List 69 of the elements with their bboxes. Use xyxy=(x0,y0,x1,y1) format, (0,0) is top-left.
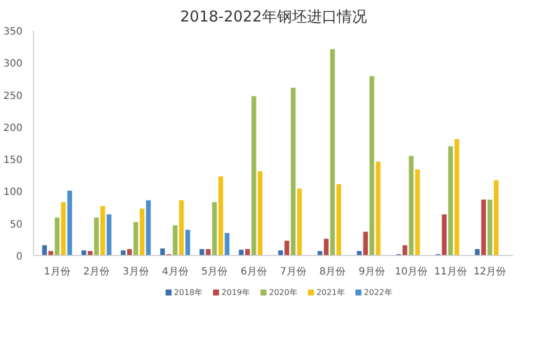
y-tick-label: 100 xyxy=(3,187,23,198)
legend-label: 2022年 xyxy=(364,288,392,297)
y-tick-label: 150 xyxy=(3,155,23,166)
x-tick-label: 4月份 xyxy=(162,266,188,278)
bar xyxy=(448,146,453,256)
bar xyxy=(146,200,151,256)
x-tick-label: 8月份 xyxy=(319,266,346,278)
y-tick-label: 200 xyxy=(3,122,23,134)
y-tick-label: 50 xyxy=(10,219,23,230)
y-tick-label: 0 xyxy=(16,252,23,262)
legend-label: 2018年 xyxy=(174,288,202,297)
bar xyxy=(251,96,256,256)
x-tick-label: 7月份 xyxy=(280,266,306,278)
bar xyxy=(179,200,184,256)
bar xyxy=(258,171,262,256)
bar xyxy=(238,250,244,256)
bar xyxy=(54,218,60,256)
bar xyxy=(185,230,190,256)
x-tick-label: 11月份 xyxy=(434,266,467,278)
chart-title: 2018-2022年钢坯进口情况 xyxy=(180,8,367,26)
y-tick-label: 350 xyxy=(3,26,23,38)
bar xyxy=(42,245,47,256)
bar xyxy=(376,162,381,256)
x-tick-label: 9月份 xyxy=(358,266,386,278)
bar xyxy=(488,200,492,256)
legend-label: 2021年 xyxy=(316,288,345,297)
x-tick-label: 12月份 xyxy=(474,266,506,278)
legend-label: 2019年 xyxy=(222,288,250,297)
bar xyxy=(297,188,302,256)
bar xyxy=(218,176,224,256)
bar xyxy=(100,206,106,256)
x-tick-label: 10月份 xyxy=(394,266,428,278)
bar xyxy=(67,190,72,256)
bar xyxy=(370,76,374,256)
x-tick-label: 3月份 xyxy=(122,266,149,278)
bar xyxy=(415,169,420,256)
legend-label: 2020年 xyxy=(268,288,298,297)
bar xyxy=(278,250,283,256)
bar xyxy=(94,218,99,256)
bar xyxy=(481,200,486,256)
bar xyxy=(245,249,250,256)
bar xyxy=(442,214,447,256)
bar xyxy=(224,233,230,256)
bar xyxy=(212,202,217,256)
bar xyxy=(133,222,138,256)
bar xyxy=(140,208,144,256)
bar xyxy=(402,245,408,256)
x-tick-label: 2月份 xyxy=(83,266,110,278)
y-tick-label: 250 xyxy=(3,90,23,102)
bar xyxy=(127,249,132,256)
bar xyxy=(284,240,290,256)
bar xyxy=(330,49,335,256)
bar xyxy=(408,156,414,256)
bar xyxy=(324,238,329,256)
bar xyxy=(61,202,66,256)
x-tick-label: 5月份 xyxy=(201,266,228,278)
x-tick-label: 1月份 xyxy=(44,266,70,278)
bar xyxy=(172,225,178,256)
bar xyxy=(106,214,112,256)
bar xyxy=(318,251,322,256)
x-tick-label: 6月份 xyxy=(240,266,268,278)
bar xyxy=(336,184,342,256)
bar xyxy=(160,248,165,256)
bar xyxy=(454,139,460,256)
bar xyxy=(290,88,296,256)
bar xyxy=(200,249,204,256)
bar xyxy=(363,232,368,256)
bar xyxy=(494,180,499,256)
y-tick-label: 300 xyxy=(3,58,23,70)
